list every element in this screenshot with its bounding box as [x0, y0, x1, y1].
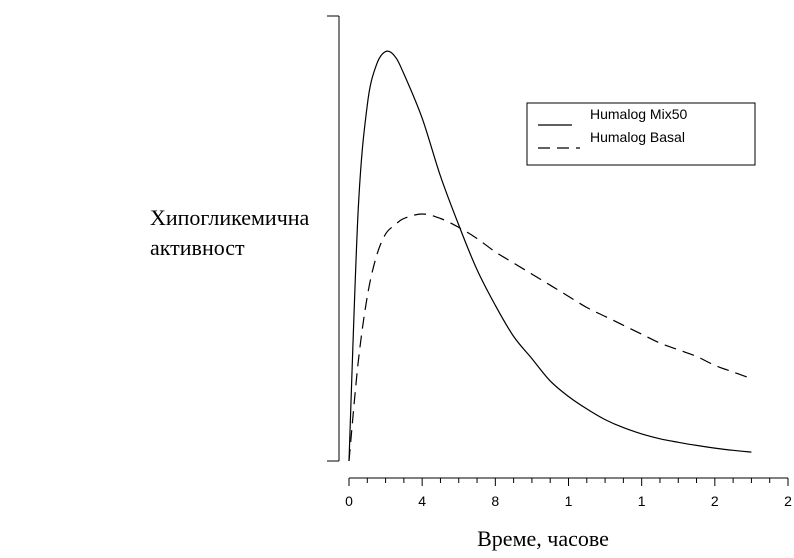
plot-series [348, 50, 752, 462]
y-axis-label: Хипогликемична активност [150, 205, 310, 260]
legend-label-basal: Humalog Basal [590, 129, 685, 145]
x-tick-label: 8 [491, 493, 499, 509]
legend: Humalog Mix50 Humalog Basal [526, 102, 756, 166]
legend-box [526, 102, 756, 166]
y-axis-label-line-2: активност [150, 235, 245, 260]
series-line-basal [348, 213, 752, 462]
x-ticks [348, 478, 789, 486]
y-axis [327, 15, 340, 462]
legend-label-mix50: Humalog Mix50 [590, 106, 687, 122]
x-tick-label: 2 [784, 493, 792, 509]
x-tick-labels: 0 4 8 1 1 2 2 [345, 493, 792, 509]
x-tick-label: 2 [711, 493, 719, 509]
y-axis-label-line-1: Хипогликемична [150, 205, 310, 230]
x-axis-label: Време, часове [477, 526, 609, 551]
x-tick-label: 0 [345, 493, 353, 509]
x-tick-label: 1 [638, 493, 646, 509]
x-tick-label: 4 [418, 493, 426, 509]
series-line-mix50 [348, 50, 752, 462]
x-tick-label: 1 [565, 493, 573, 509]
